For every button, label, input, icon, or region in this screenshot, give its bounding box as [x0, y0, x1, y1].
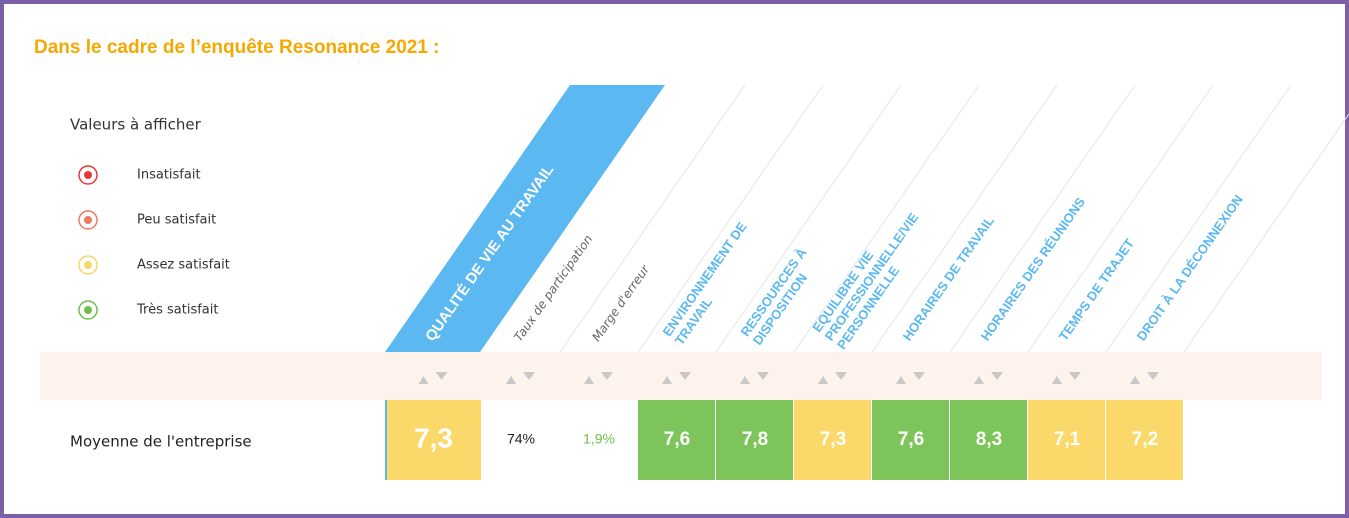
cell-value: 7,6 [898, 429, 924, 450]
cell-value: 7,8 [742, 429, 768, 450]
cell-value: 7,6 [664, 429, 690, 450]
sort-down [601, 372, 613, 380]
sort-down [991, 372, 1003, 380]
main-header-band [385, 85, 665, 352]
sort-up [1052, 376, 1062, 384]
sort-down [913, 372, 925, 380]
header-divider [559, 84, 746, 353]
header-divider [637, 84, 824, 353]
legend-title: Valeurs à afficher [70, 116, 202, 134]
cell-value: 7,2 [1132, 429, 1158, 450]
sort-up [740, 376, 750, 384]
header-divider [1027, 84, 1214, 353]
legend-dot [84, 216, 92, 224]
sort-up [418, 376, 429, 384]
value-cell [950, 400, 1027, 480]
legend-dot [84, 261, 92, 269]
cell-value: 7,1 [1054, 429, 1081, 450]
legend-label: Assez satisfait [137, 258, 230, 273]
row-label: Moyenne de l'entreprise [70, 433, 252, 451]
sort-up [584, 376, 594, 384]
cell-value: 8,3 [976, 429, 1002, 450]
sort-down [757, 372, 769, 380]
legend-label: Insatisfait [137, 168, 201, 183]
page-title: Dans le cadre de l’enquête Resonance 202… [34, 37, 440, 58]
header-divider [1105, 84, 1292, 353]
sort-down [679, 372, 691, 380]
sort-up [506, 376, 516, 384]
cell-value: 1,9% [583, 431, 615, 447]
value-cell [385, 400, 481, 480]
sort-up [818, 376, 828, 384]
cell-value: 7,3 [414, 422, 453, 453]
legend-dot [84, 171, 92, 179]
sort-band [40, 352, 1322, 400]
value-cell [560, 400, 637, 480]
value-cell [1028, 400, 1105, 480]
sort-down [1069, 372, 1081, 380]
sort-up [896, 376, 906, 384]
header-divider [793, 84, 980, 353]
sort-down [835, 372, 847, 380]
sort-down [523, 372, 535, 380]
value-cell [716, 400, 793, 480]
header-divider [715, 84, 902, 353]
sort-down [1147, 372, 1159, 380]
value-cell [1106, 400, 1183, 480]
header-divider [1183, 112, 1349, 353]
header-divider [949, 84, 1136, 353]
value-cell [872, 400, 949, 480]
legend-dot [84, 306, 92, 314]
sort-down [435, 372, 448, 380]
value-cell [482, 400, 559, 480]
sort-up [662, 376, 672, 384]
legend-label: Très satisfait [136, 303, 218, 318]
sort-up [1130, 376, 1140, 384]
sort-up [974, 376, 984, 384]
cell-value: 74% [507, 431, 535, 447]
cell-value: 7,3 [820, 429, 846, 450]
legend-label: Peu satisfait [137, 213, 216, 228]
value-cell [638, 400, 715, 480]
header-divider [871, 84, 1058, 353]
value-cell [794, 400, 871, 480]
